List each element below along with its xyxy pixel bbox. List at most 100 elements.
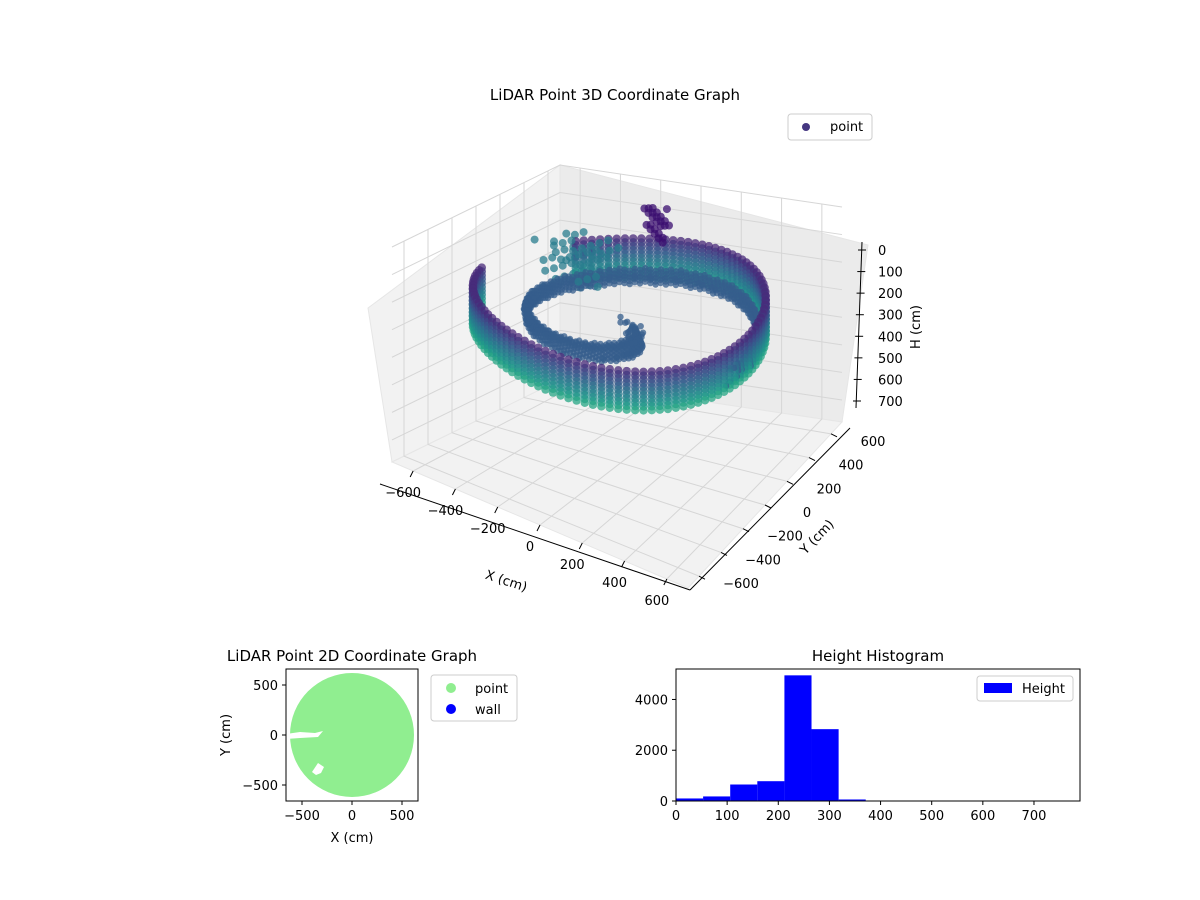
data-point xyxy=(614,404,623,414)
data-point xyxy=(639,406,648,415)
data-point xyxy=(572,396,581,405)
y-tick-label-3d: 0 xyxy=(803,506,811,521)
data-point xyxy=(527,378,536,388)
data-point xyxy=(647,406,656,415)
legend-point-label-2d: point xyxy=(475,682,508,697)
grid-z xyxy=(391,164,843,248)
x-tick-3d xyxy=(451,488,456,496)
data-point xyxy=(541,266,550,275)
data-point xyxy=(548,388,558,397)
data-point xyxy=(637,323,644,330)
data-point xyxy=(605,246,614,255)
data-point xyxy=(667,277,674,284)
x-tick-label-2d: −500 xyxy=(284,809,320,824)
data-point xyxy=(571,343,579,350)
legend-3d: point xyxy=(787,113,873,141)
data-point xyxy=(592,245,601,254)
data-point xyxy=(534,382,543,391)
x-axis-line xyxy=(379,483,691,591)
y-tick-label-3d: −200 xyxy=(767,530,803,545)
y-tick-3d xyxy=(698,575,706,580)
data-point xyxy=(667,266,675,273)
y-tick-3d xyxy=(808,457,816,462)
legend-height-label: Height xyxy=(1022,682,1065,697)
y-tick-label-3d: 600 xyxy=(861,435,886,450)
data-point xyxy=(616,265,623,272)
y-tick-3d xyxy=(742,528,750,533)
data-point xyxy=(713,390,723,400)
y-tick-label-hist: 2000 xyxy=(635,744,668,759)
ticks-3d: −600−400−2000200400600−600−400−200020040… xyxy=(385,244,903,609)
data-point xyxy=(585,356,593,363)
data-point xyxy=(601,268,608,276)
data-point xyxy=(657,276,664,284)
data-point xyxy=(677,277,684,284)
data-point xyxy=(631,273,638,280)
data-point xyxy=(636,274,643,281)
x-tick-label-hist: 0 xyxy=(672,809,680,824)
z-axis-label-3d: H (cm) xyxy=(909,305,924,349)
histogram-bar xyxy=(811,729,839,801)
data-point xyxy=(611,274,618,282)
x-tick-label-hist: 500 xyxy=(919,809,944,824)
data-point xyxy=(597,402,606,411)
data-point xyxy=(584,258,593,267)
data-point xyxy=(593,255,602,264)
data-point xyxy=(652,267,659,275)
histogram-bar xyxy=(784,675,812,801)
x-tick-label-hist: 400 xyxy=(868,809,893,824)
y-tick-label-3d: 200 xyxy=(817,482,842,497)
legend-2d: point wall xyxy=(430,674,518,722)
histogram-bar xyxy=(676,798,704,801)
data-point xyxy=(550,264,558,273)
x-tick-label-hist: 100 xyxy=(715,809,740,824)
data-point xyxy=(604,236,613,245)
y-tick-label-2d: 500 xyxy=(253,679,278,694)
legend-point-marker-2d xyxy=(446,683,456,693)
data-point xyxy=(677,267,685,274)
grid-y xyxy=(523,182,810,459)
y-axis-label-3d: Y (cm) xyxy=(797,517,838,558)
x-tick-label-hist: 700 xyxy=(1022,809,1047,824)
data-point xyxy=(686,278,694,285)
data-point xyxy=(692,270,699,277)
data-point xyxy=(657,266,665,273)
data-point xyxy=(560,245,569,254)
x-tick-3d xyxy=(663,578,668,586)
histogram-title: Height Histogram xyxy=(812,647,944,665)
histogram-bars xyxy=(676,675,866,801)
data-point xyxy=(596,268,603,275)
x-tick-label-hist: 600 xyxy=(970,809,995,824)
data-point xyxy=(671,403,680,412)
z-tick-label-3d: 500 xyxy=(878,352,903,367)
data-point xyxy=(693,398,703,407)
legend-wall-marker-2d xyxy=(446,704,456,714)
x-tick-3d xyxy=(409,470,414,478)
y-tick-label-3d: −400 xyxy=(745,553,781,568)
grid-z xyxy=(391,219,843,303)
x-tick-label-3d: −600 xyxy=(385,486,421,501)
grid-y xyxy=(451,217,744,530)
grid-x xyxy=(624,198,783,562)
legend-histogram: Height xyxy=(976,675,1074,702)
data-point xyxy=(617,313,624,321)
data-point xyxy=(652,275,659,282)
grid-z xyxy=(391,192,843,276)
x-tick-label-3d: 0 xyxy=(526,540,534,555)
z-tick-label-3d: 600 xyxy=(878,373,903,388)
x-tick-label-3d: −200 xyxy=(470,522,506,537)
data-point xyxy=(583,248,592,257)
data-point xyxy=(576,261,585,269)
x-tick-3d xyxy=(494,506,499,514)
point-cloud xyxy=(468,204,770,415)
data-point xyxy=(579,228,588,237)
data-point xyxy=(557,255,565,264)
data-point xyxy=(520,375,529,384)
z-axis-line xyxy=(855,241,863,409)
data-point xyxy=(617,319,624,326)
y-tick-3d xyxy=(786,480,794,485)
legend-height-swatch xyxy=(984,683,1012,693)
data-point xyxy=(611,267,618,274)
histogram-bar xyxy=(703,796,731,801)
